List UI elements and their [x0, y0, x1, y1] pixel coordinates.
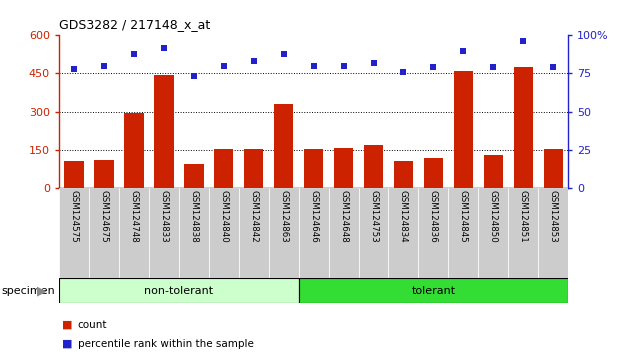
Text: GSM124834: GSM124834 [399, 190, 408, 243]
Bar [484, 155, 503, 188]
Bar [59, 188, 89, 278]
Bar [274, 104, 293, 188]
Bar [389, 188, 419, 278]
Bar [478, 188, 509, 278]
Bar [358, 188, 389, 278]
Point [548, 64, 558, 70]
Bar [64, 161, 84, 188]
Bar [364, 145, 383, 188]
Text: GSM124575: GSM124575 [70, 190, 78, 243]
Bar [184, 164, 204, 188]
Bar [244, 149, 263, 188]
Text: GSM124675: GSM124675 [99, 190, 109, 243]
Point [69, 66, 79, 72]
Bar [299, 188, 329, 278]
Bar [149, 188, 179, 278]
Bar [119, 188, 149, 278]
Bar [329, 188, 358, 278]
Text: specimen: specimen [1, 286, 55, 296]
Bar [419, 188, 448, 278]
Point [519, 39, 528, 44]
Bar [454, 71, 473, 188]
Text: ■: ■ [62, 339, 73, 349]
Text: GSM124863: GSM124863 [279, 190, 288, 243]
Bar [334, 148, 353, 188]
Point [338, 63, 348, 69]
Text: ■: ■ [62, 320, 73, 330]
Text: GSM124850: GSM124850 [489, 190, 498, 243]
Bar [394, 161, 413, 188]
Text: GSM124748: GSM124748 [129, 190, 138, 243]
Bar [89, 188, 119, 278]
Bar [214, 149, 233, 188]
Bar [424, 158, 443, 188]
Text: tolerant: tolerant [411, 286, 455, 296]
Bar [179, 188, 209, 278]
Point [279, 51, 289, 57]
Point [368, 60, 378, 65]
Text: GSM124833: GSM124833 [160, 190, 168, 243]
Bar [94, 160, 114, 188]
Bar [543, 149, 563, 188]
Text: GSM124842: GSM124842 [249, 190, 258, 243]
Text: percentile rank within the sample: percentile rank within the sample [78, 339, 253, 349]
Bar [448, 188, 478, 278]
Text: count: count [78, 320, 107, 330]
Text: GSM124753: GSM124753 [369, 190, 378, 243]
Text: ▶: ▶ [37, 284, 47, 297]
Text: GSM124836: GSM124836 [429, 190, 438, 243]
Point [219, 63, 229, 69]
Point [99, 63, 109, 69]
Point [399, 69, 409, 75]
Bar [154, 75, 174, 188]
Text: GSM124648: GSM124648 [339, 190, 348, 243]
Text: GSM124851: GSM124851 [519, 190, 528, 243]
Bar [124, 113, 143, 188]
Text: GSM124646: GSM124646 [309, 190, 318, 243]
Bar [514, 67, 533, 188]
Point [488, 64, 498, 70]
Bar [538, 188, 568, 278]
Point [129, 51, 139, 57]
Bar [238, 188, 269, 278]
Bar [59, 278, 299, 303]
Bar [269, 188, 299, 278]
Text: GSM124838: GSM124838 [189, 190, 198, 243]
Text: GSM124845: GSM124845 [459, 190, 468, 243]
Text: non-tolerant: non-tolerant [144, 286, 214, 296]
Text: GSM124840: GSM124840 [219, 190, 229, 243]
Point [159, 45, 169, 50]
Bar [299, 278, 568, 303]
Point [189, 74, 199, 79]
Text: GDS3282 / 217148_x_at: GDS3282 / 217148_x_at [59, 18, 211, 32]
Point [249, 58, 259, 64]
Bar [209, 188, 238, 278]
Text: GSM124853: GSM124853 [549, 190, 558, 243]
Point [458, 48, 468, 53]
Bar [509, 188, 538, 278]
Bar [304, 149, 324, 188]
Point [428, 64, 438, 70]
Point [309, 63, 319, 69]
